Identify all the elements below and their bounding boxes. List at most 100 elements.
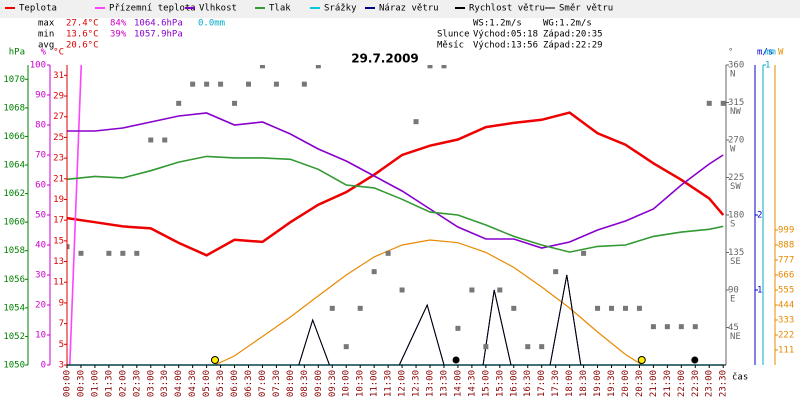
y-tick-label: 3 — [59, 361, 64, 371]
x-tick-label: 14:30 — [467, 370, 477, 397]
y-tick-label: 40 — [35, 241, 46, 251]
direction-point — [273, 81, 279, 87]
y-tick-label: 9 — [59, 298, 64, 308]
x-tick-label: 10:00 — [342, 370, 352, 397]
y-tick-label: 444 — [778, 301, 794, 311]
direction-point — [469, 287, 475, 293]
series-line — [67, 155, 724, 253]
direction-point — [106, 250, 112, 256]
series-line — [69, 65, 83, 366]
x-tick-label: 02:30 — [132, 370, 142, 397]
direction-point — [692, 324, 698, 330]
y-tick-label: 10 — [35, 331, 46, 341]
direction-point — [511, 305, 517, 311]
info-text: Měsíc — [437, 41, 464, 51]
y-tick-label: 135 — [728, 248, 744, 258]
x-tick-label: 04:30 — [188, 370, 198, 397]
x-tick-label: 16:30 — [523, 370, 533, 397]
y-tick-label: 2 — [757, 211, 762, 221]
direction-point — [329, 305, 335, 311]
info-text: Východ:05:18 — [473, 30, 538, 40]
y-tick-label: 21 — [53, 174, 64, 184]
axis-title: ° — [728, 48, 733, 58]
direction-point — [232, 100, 238, 106]
y-tick-label: 23 — [53, 154, 64, 164]
y-tick-label: 17 — [53, 216, 64, 226]
x-tick-label: 01:30 — [104, 370, 114, 397]
direction-point — [357, 305, 363, 311]
y-tick-label: 999 — [778, 226, 794, 236]
legend-label: Přízemní teplota — [109, 4, 196, 14]
axis-title: W — [778, 48, 784, 58]
y-tick-label: 90 — [728, 286, 739, 296]
x-tick-label: 22:30 — [691, 370, 701, 397]
y-tick-label: 1060 — [3, 218, 25, 228]
direction-point — [78, 250, 84, 256]
compass-label: W — [730, 145, 736, 155]
direction-point — [148, 137, 154, 143]
y-tick-label: 15 — [53, 236, 64, 246]
x-tick-label: 07:00 — [258, 370, 268, 397]
y-tick-label: 315 — [728, 98, 744, 108]
x-axis-label: čas — [732, 372, 748, 383]
y-tick-label: 1066 — [3, 132, 25, 142]
y-tick-label: 1052 — [3, 332, 25, 342]
y-tick-label: 45 — [728, 323, 739, 333]
y-tick-label: 888 — [778, 241, 794, 251]
legend-label: Srážky — [324, 4, 357, 14]
y-tick-label: 20 — [35, 301, 46, 311]
x-tick-label: 20:00 — [621, 370, 631, 397]
compass-label: S — [730, 220, 735, 230]
y-tick-label: 1062 — [3, 189, 25, 199]
x-tick-label: 19:30 — [607, 370, 617, 397]
x-tick-label: 14:00 — [453, 370, 463, 397]
x-tick-label: 11:30 — [384, 370, 394, 397]
y-tick-label: 333 — [778, 316, 794, 326]
info-text: Západ:20:35 — [543, 30, 603, 40]
x-tick-label: 13:30 — [439, 370, 449, 397]
compass-label: NE — [730, 332, 741, 342]
direction-point — [162, 137, 168, 143]
chart-title: 29.7.2009 — [351, 52, 419, 66]
y-tick-label: 180 — [728, 211, 744, 221]
direction-point — [67, 244, 70, 250]
x-tick-label: 17:30 — [551, 370, 561, 397]
x-tick-label: 16:00 — [509, 370, 519, 397]
x-tick-label: 01:00 — [90, 370, 100, 397]
stat-value: 84% — [110, 19, 127, 29]
stat-value: 1057.9hPa — [134, 30, 183, 40]
direction-point — [441, 65, 447, 69]
x-tick-label: 02:00 — [118, 370, 128, 397]
compass-label: N — [730, 70, 735, 80]
direction-point — [190, 81, 196, 87]
x-tick-label: 22:00 — [677, 370, 687, 397]
x-tick-label: 23:00 — [705, 370, 715, 397]
series-line — [214, 239, 643, 366]
y-tick-label: 70 — [35, 151, 46, 161]
direction-point — [399, 287, 405, 293]
axis-title: mm — [765, 48, 776, 58]
y-tick-label: 111 — [778, 346, 794, 356]
x-tick-label: 06:00 — [230, 370, 240, 397]
x-tick-label: 17:00 — [537, 370, 547, 397]
legend-label: Rychlost větru — [469, 4, 545, 14]
y-tick-label: 13 — [53, 257, 64, 267]
y-tick-label: 1064 — [3, 161, 25, 171]
y-tick-label: 100 — [30, 61, 46, 71]
info-text: Východ:13:56 — [473, 41, 538, 51]
y-tick-label: 5 — [59, 340, 64, 350]
moon-marker — [452, 356, 460, 364]
x-tick-label: 04:00 — [174, 370, 184, 397]
x-tick-label: 06:30 — [244, 370, 254, 397]
x-tick-label: 12:30 — [412, 370, 422, 397]
axis-title: % — [41, 48, 47, 58]
direction-point — [595, 305, 601, 311]
x-tick-label: 21:00 — [649, 370, 659, 397]
y-tick-label: 27 — [53, 112, 64, 122]
legend-label: Vlhkost — [199, 4, 237, 14]
direction-point — [636, 305, 642, 311]
stat-value: 39% — [110, 30, 127, 40]
x-tick-label: 00:30 — [76, 370, 86, 397]
